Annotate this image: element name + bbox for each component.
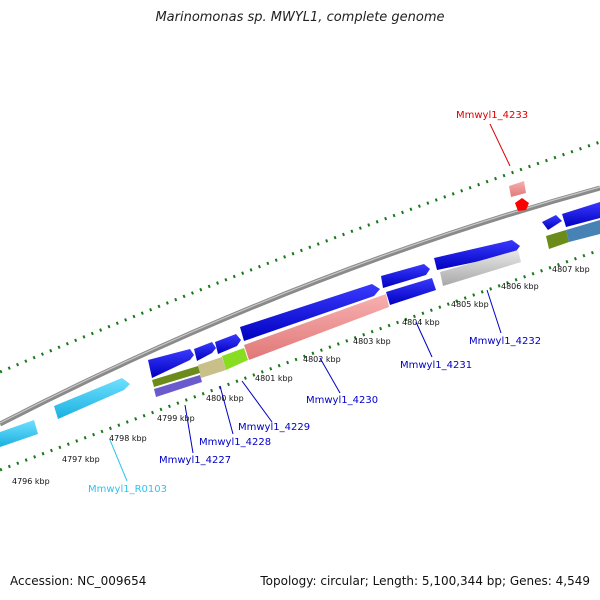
gene-labels: Mmwyl1_R0103 Mmwyl1_4227 Mmwyl1_4228 Mmw…	[88, 110, 541, 495]
tick-label: 4805 kbp	[451, 300, 489, 309]
tick-label: 4806 kbp	[501, 282, 539, 291]
gene-4231-shadow[interactable]	[386, 278, 436, 305]
genome-summary-text: Topology: circular; Length: 5,100,344 bp…	[260, 574, 590, 588]
tick-label: 4800 kbp	[206, 394, 244, 403]
scale-ticks: 4796 kbp 4797 kbp 4798 kbp 4799 kbp 4800…	[12, 265, 590, 486]
gene-4230-feature[interactable]	[240, 284, 380, 341]
accession-text: Accession: NC_009654	[10, 574, 147, 588]
genome-backbone	[0, 185, 600, 427]
gene-4233-feature[interactable]	[509, 181, 526, 197]
gene-label-4232[interactable]: Mmwyl1_4232	[469, 336, 541, 347]
gene-4232-shadow[interactable]	[440, 250, 521, 286]
gene-label-4228[interactable]: Mmwyl1_4228	[199, 437, 271, 448]
leader-line-4231	[415, 321, 433, 358]
tick-label: 4807 kbp	[552, 265, 590, 274]
gene-4231-feature[interactable]	[381, 264, 430, 288]
gene-4229-shadow[interactable]	[222, 348, 248, 370]
forward-genes	[0, 181, 600, 447]
tick-label: 4796 kbp	[12, 477, 50, 486]
genome-title: Marinomonas sp. MWYL1, complete genome	[155, 10, 445, 25]
gene-label-4229[interactable]: Mmwyl1_4229	[238, 422, 310, 433]
gene-4234-shadow[interactable]	[546, 230, 569, 249]
gene-4228-feature[interactable]	[194, 342, 216, 361]
gene-4227-shadow-2[interactable]	[154, 375, 202, 397]
reverse-genes	[152, 220, 600, 397]
gene-4230-shadow[interactable]	[244, 294, 389, 360]
tick-label: 4797 kbp	[62, 455, 100, 464]
inner-tick-ring	[0, 248, 600, 472]
gene-4229-feature[interactable]	[215, 334, 241, 354]
tick-label: 4798 kbp	[109, 434, 147, 443]
gene-4232-feature[interactable]	[434, 240, 520, 270]
gene-4235-feature[interactable]	[562, 202, 600, 227]
gene-4227-shadow[interactable]	[152, 366, 200, 387]
leader-line-r0103	[109, 439, 128, 482]
leader-lines	[109, 123, 511, 482]
gene-label-4231[interactable]: Mmwyl1_4231	[400, 360, 472, 371]
gene-label-4230[interactable]: Mmwyl1_4230	[306, 395, 378, 406]
genome-backbone-highlight	[0, 186, 600, 424]
leader-line-4232	[486, 289, 502, 334]
gene-label-4233[interactable]: Mmwyl1_4233	[456, 110, 528, 121]
gene-4228-shadow[interactable]	[198, 357, 226, 378]
leader-line-4229	[241, 380, 273, 423]
gene-4227-feature[interactable]	[148, 349, 194, 378]
leader-line-4233	[489, 123, 511, 167]
leader-line-4228	[219, 385, 234, 435]
outer-tick-ring	[0, 140, 600, 374]
gene-4233-pseudo-marker[interactable]	[515, 198, 529, 211]
gene-4235-shadow[interactable]	[566, 220, 600, 242]
gene-label-4227[interactable]: Mmwyl1_4227	[159, 455, 231, 466]
tick-label: 4802 kbp	[303, 355, 341, 364]
tick-label: 4803 kbp	[353, 337, 391, 346]
gene-4234-feature[interactable]	[542, 215, 562, 230]
leader-line-4230	[319, 357, 341, 394]
gene-r0102-feature[interactable]	[0, 420, 38, 447]
gene-label-r0103[interactable]: Mmwyl1_R0103	[88, 484, 167, 495]
gene-r0103-feature[interactable]	[54, 378, 130, 419]
leader-line-4227	[184, 404, 194, 454]
tick-label: 4799 kbp	[157, 414, 195, 423]
tick-label: 4804 kbp	[402, 318, 440, 327]
tick-label: 4801 kbp	[255, 374, 293, 383]
